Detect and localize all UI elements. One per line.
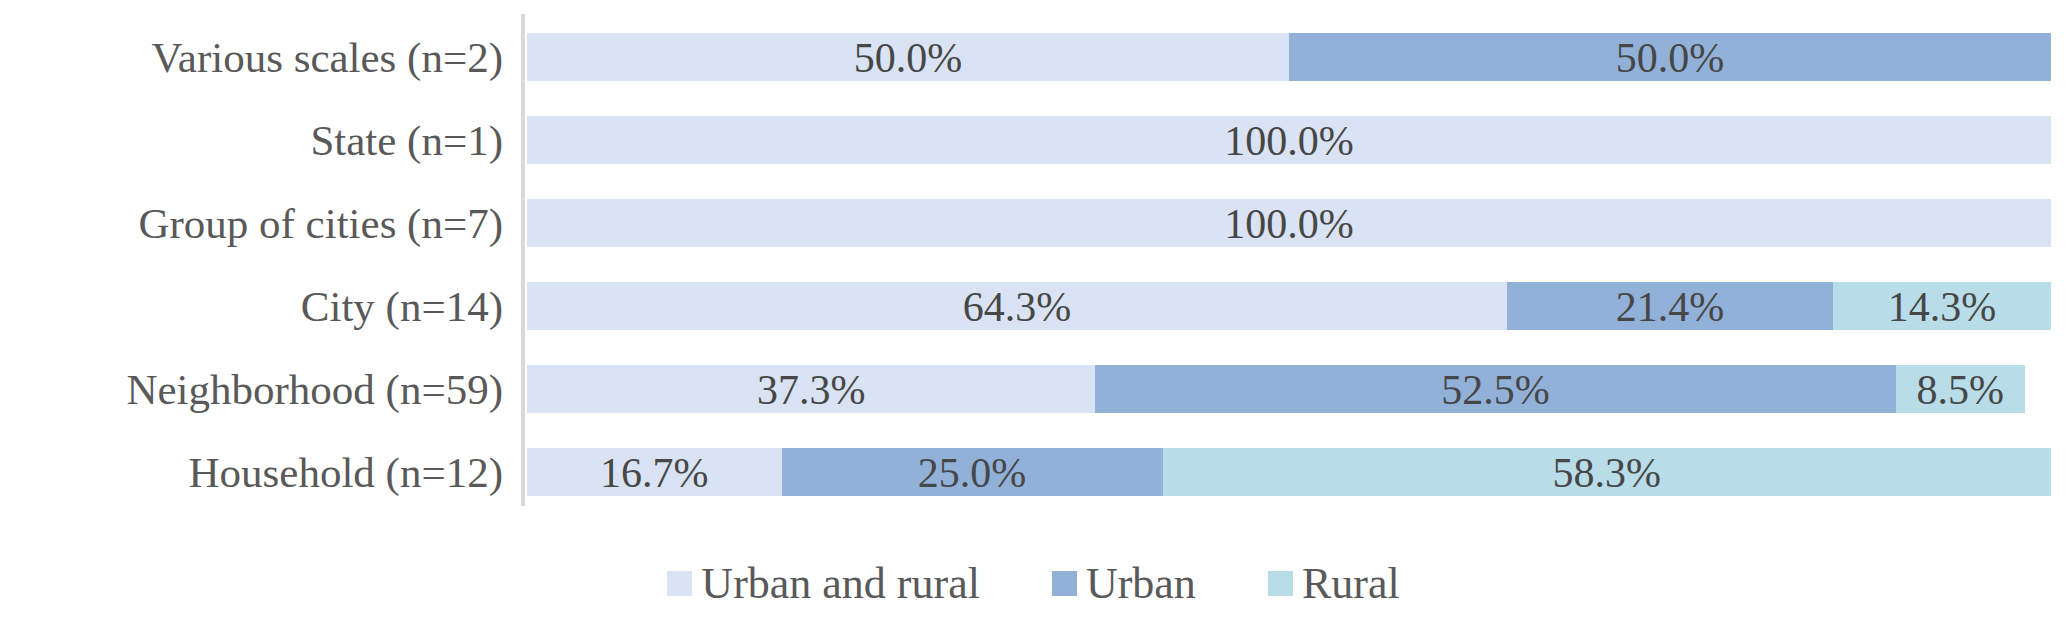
bar-segment-urban: 50.0% xyxy=(1289,33,2051,81)
legend: Urban and rural Urban Rural xyxy=(0,558,2067,609)
bar-row: City (n=14)64.3%21.4%14.3% xyxy=(527,282,2051,330)
bar-row: Group of cities (n=7)100.0% xyxy=(527,199,2051,247)
bar-segment-rural: 8.5% xyxy=(1896,365,2026,413)
category-label: City (n=14) xyxy=(301,282,503,330)
data-label: 100.0% xyxy=(1224,118,1354,162)
legend-swatch-icon xyxy=(1268,571,1293,596)
stacked-bar: 100.0% xyxy=(527,199,2051,247)
data-label: 21.4% xyxy=(1616,284,1725,328)
bar-segment-urban-and-rural: 100.0% xyxy=(527,116,2051,164)
bar-row: Various scales (n=2)50.0%50.0% xyxy=(527,33,2051,81)
bar-segment-urban: 25.0% xyxy=(782,448,1163,496)
bar-segment-urban-and-rural: 50.0% xyxy=(527,33,1289,81)
bar-row: Household (n=12)16.7%25.0%58.3% xyxy=(527,448,2051,496)
legend-label: Urban xyxy=(1086,558,1196,609)
category-label: Household (n=12) xyxy=(189,448,503,496)
data-label: 37.3% xyxy=(757,367,866,411)
bar-segment-urban-and-rural: 64.3% xyxy=(527,282,1507,330)
data-label: 50.0% xyxy=(854,35,963,79)
bar-segment-urban: 52.5% xyxy=(1095,365,1895,413)
data-label: 14.3% xyxy=(1888,284,1997,328)
data-label: 100.0% xyxy=(1224,201,1354,245)
data-label: 50.0% xyxy=(1616,35,1725,79)
data-label: 64.3% xyxy=(963,284,1072,328)
data-label: 25.0% xyxy=(918,450,1027,494)
legend-item-urban: Urban xyxy=(1052,558,1196,609)
bar-row: Neighborhood (n=59)37.3%52.5%8.5% xyxy=(527,365,2051,413)
data-label: 52.5% xyxy=(1441,367,1550,411)
data-label: 16.7% xyxy=(600,450,709,494)
bar-segment-rural: 14.3% xyxy=(1833,282,2051,330)
stacked-bar: 37.3% 52.5% 8.5% xyxy=(527,365,2051,413)
legend-label: Urban and rural xyxy=(701,558,980,609)
legend-label: Rural xyxy=(1302,558,1400,609)
legend-swatch-icon xyxy=(667,571,692,596)
bar-row: State (n=1)100.0% xyxy=(527,116,2051,164)
bar-segment-urban-and-rural: 100.0% xyxy=(527,199,2051,247)
bar-segment-urban-and-rural: 37.3% xyxy=(527,365,1095,413)
category-label: State (n=1) xyxy=(310,116,503,164)
category-label: Group of cities (n=7) xyxy=(138,199,503,247)
legend-item-urban-and-rural: Urban and rural xyxy=(667,558,980,609)
category-label: Various scales (n=2) xyxy=(152,33,503,81)
legend-item-rural: Rural xyxy=(1268,558,1400,609)
bar-segment-urban-and-rural: 16.7% xyxy=(527,448,782,496)
y-axis-line xyxy=(521,14,525,506)
data-label: 58.3% xyxy=(1552,450,1661,494)
bar-segment-urban: 21.4% xyxy=(1507,282,1833,330)
stacked-bar-chart: Various scales (n=2) 50.0% 50.0% State (n=1… xyxy=(0,0,2067,628)
stacked-bar: 64.3% 21.4% 14.3% xyxy=(527,282,2051,330)
stacked-bar: 50.0% 50.0% xyxy=(527,33,2051,81)
plot-area: Various scales (n=2)50.0%50.0%State (n=1… xyxy=(527,0,2051,520)
bar-segment-rural: 58.3% xyxy=(1163,448,2051,496)
category-label: Neighborhood (n=59) xyxy=(126,365,503,413)
legend-swatch-icon xyxy=(1052,571,1077,596)
data-label: 8.5% xyxy=(1917,367,2005,411)
stacked-bar: 16.7% 25.0% 58.3% xyxy=(527,448,2051,496)
stacked-bar: 100.0% xyxy=(527,116,2051,164)
